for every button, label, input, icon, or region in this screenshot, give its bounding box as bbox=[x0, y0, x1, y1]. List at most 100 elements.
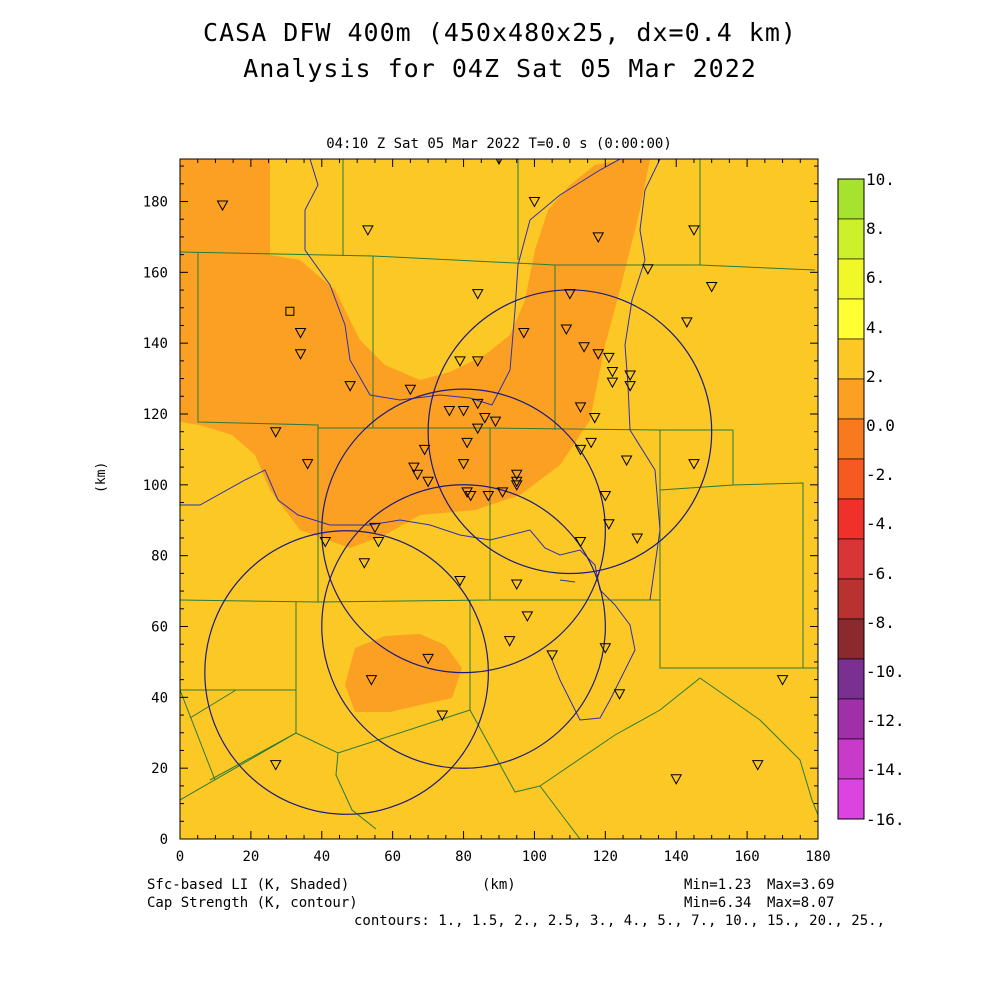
station-marker bbox=[574, 444, 587, 456]
station-marker bbox=[461, 487, 473, 498]
station-marker bbox=[358, 558, 371, 569]
station-marker bbox=[528, 197, 541, 208]
station-marker bbox=[681, 317, 693, 328]
station-marker bbox=[521, 611, 534, 622]
station-marker bbox=[471, 423, 484, 435]
station-marker bbox=[564, 289, 576, 300]
station-marker bbox=[546, 650, 559, 661]
colorbar-swatch bbox=[837, 218, 865, 260]
x-tick-label: 180 bbox=[805, 849, 830, 865]
station-marker bbox=[471, 289, 484, 300]
x-tick-label: 20 bbox=[242, 849, 259, 865]
station-marker bbox=[482, 490, 495, 502]
station-marker bbox=[642, 264, 654, 275]
y-tick-label: 120 bbox=[143, 407, 168, 423]
colorbar-label: -10. bbox=[866, 662, 905, 681]
station-marker bbox=[372, 537, 385, 548]
x-tick-label: 100 bbox=[522, 849, 547, 865]
station-marker bbox=[510, 579, 523, 591]
station-marker bbox=[624, 370, 636, 382]
station-marker bbox=[365, 675, 378, 686]
colorbar-swatch bbox=[837, 338, 865, 380]
x-tick-label: 140 bbox=[664, 849, 689, 865]
colorbar-label: -12. bbox=[866, 711, 905, 731]
station-marker bbox=[603, 352, 615, 364]
station-marker bbox=[510, 480, 523, 491]
station-marker bbox=[624, 381, 636, 392]
station-marker bbox=[461, 437, 473, 449]
station-marker bbox=[599, 490, 612, 502]
station-marker bbox=[362, 225, 374, 236]
station-marker bbox=[603, 519, 615, 530]
contour-field-label: Cap Strength (K, contour) bbox=[147, 895, 358, 911]
x-axis-label: (km) bbox=[482, 877, 516, 893]
station-marker bbox=[517, 328, 530, 339]
colorbar-label: 6. bbox=[866, 268, 886, 288]
shaded-field-label: Sfc-based LI (K, Shaded) bbox=[147, 877, 350, 893]
station-marker bbox=[510, 469, 523, 481]
station-marker bbox=[454, 356, 466, 367]
colorbar-swatch bbox=[837, 778, 865, 820]
station-marker bbox=[592, 349, 605, 360]
colorbar-swatch bbox=[837, 378, 865, 420]
x-tick-label: 40 bbox=[313, 849, 330, 865]
radar-circle-3 bbox=[321, 484, 606, 769]
colorbar-swatch bbox=[837, 178, 865, 220]
colorbar-swatch bbox=[837, 698, 865, 740]
colorbar-swatch bbox=[837, 258, 865, 300]
station-marker bbox=[269, 427, 282, 438]
station-marker bbox=[422, 653, 434, 665]
station-marker bbox=[585, 437, 598, 449]
colorbar-swatch bbox=[837, 418, 865, 460]
radar-circles bbox=[204, 289, 713, 815]
station-marker bbox=[404, 384, 417, 396]
station-marker bbox=[454, 575, 466, 587]
y-tick-label: 100 bbox=[143, 478, 168, 494]
colorbar-swatch bbox=[837, 298, 865, 340]
station-marker bbox=[574, 537, 587, 548]
station-marker bbox=[620, 455, 633, 467]
y-tick-label: 0 bbox=[160, 832, 168, 848]
colorbar bbox=[837, 178, 865, 820]
y-tick-label: 40 bbox=[151, 690, 168, 706]
station-marker bbox=[776, 675, 789, 686]
station-marker bbox=[510, 476, 523, 488]
station-marker bbox=[588, 413, 601, 424]
station-marker bbox=[560, 324, 573, 336]
colorbar-label: -14. bbox=[866, 760, 905, 780]
southwest-lowLI-region bbox=[345, 634, 462, 712]
x-tick-label: 80 bbox=[455, 849, 472, 865]
station-marker bbox=[457, 405, 470, 417]
colorbar-swatch bbox=[837, 738, 865, 780]
chart-title-2: Analysis for 04Z Sat 05 Mar 2022 bbox=[243, 54, 757, 83]
x-axis: 0 20 40 60 80 100 120 140 160 180 bbox=[176, 159, 831, 865]
y-tick-label: 180 bbox=[143, 195, 168, 211]
station-marker bbox=[319, 537, 332, 548]
station-marker bbox=[294, 349, 307, 360]
colorbar-label: 4. bbox=[866, 317, 886, 337]
station-marker bbox=[705, 282, 718, 293]
shaded-max: Max=3.69 bbox=[767, 877, 835, 893]
station-marker bbox=[464, 490, 477, 502]
station-marker bbox=[216, 200, 229, 212]
station-marker bbox=[599, 643, 612, 654]
colorbar-frame bbox=[837, 178, 865, 820]
station-marker bbox=[670, 774, 683, 785]
chart-title: CASA DFW 400m (450x480x25, dx=0.4 km) bbox=[203, 18, 797, 47]
station-marker bbox=[457, 459, 470, 470]
station-marker bbox=[471, 356, 484, 367]
station-marker bbox=[301, 459, 314, 470]
shaded-min: Min=1.23 bbox=[684, 877, 752, 893]
contours-list: contours: 1., 1.5, 2., 2.5, 3., 4., 5., … bbox=[354, 913, 886, 929]
colorbar-swatch bbox=[837, 458, 865, 500]
colorbar-label: 8. bbox=[866, 219, 886, 239]
colorbar-swatch bbox=[837, 498, 865, 540]
station-marker bbox=[613, 689, 626, 700]
x-tick-label: 120 bbox=[593, 849, 618, 865]
station-marker bbox=[269, 760, 282, 771]
colorbar-label: 0.0 bbox=[866, 416, 895, 435]
colorbar-label: -6. bbox=[866, 563, 895, 583]
station-marker bbox=[631, 533, 644, 544]
station-marker bbox=[344, 381, 356, 392]
